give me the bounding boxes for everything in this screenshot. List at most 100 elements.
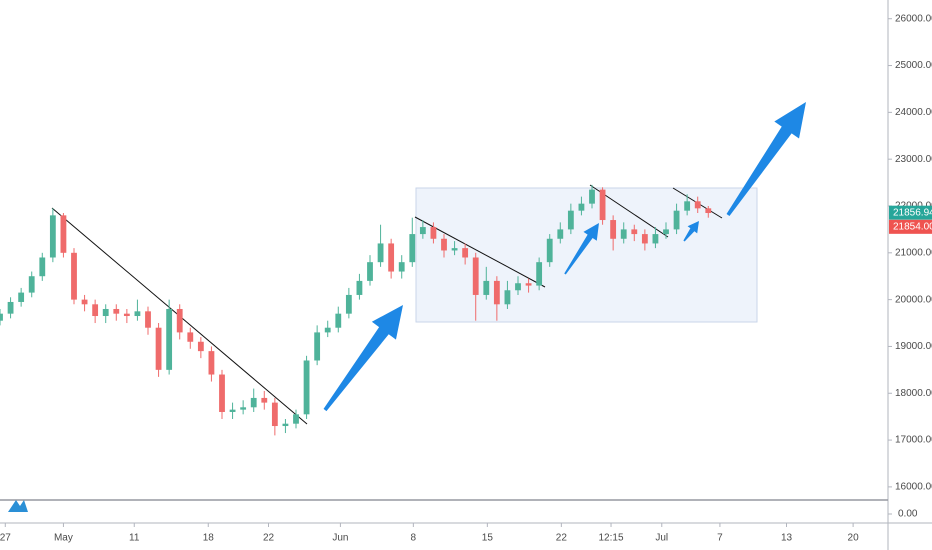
range-box[interactable]	[415, 187, 758, 323]
candle	[145, 306, 151, 335]
prev-price-label: 21854.00	[893, 221, 932, 232]
candle-body	[271, 402, 278, 427]
candle-body	[388, 243, 395, 272]
candle-body	[261, 397, 268, 403]
candle-body	[0, 313, 3, 321]
candle	[282, 419, 289, 434]
candle-body	[71, 252, 77, 300]
candle	[367, 255, 373, 286]
candle-body	[345, 294, 352, 314]
candle-body	[282, 423, 289, 427]
candle	[663, 222, 669, 239]
candle-body	[187, 332, 194, 342]
candle	[430, 222, 437, 244]
candle-body	[441, 238, 447, 251]
candle-body	[176, 308, 183, 333]
y-tick-label: 16000.00	[895, 482, 932, 493]
candle	[409, 217, 416, 267]
arrow[interactable]	[726, 102, 806, 217]
x-tick-label: 7	[717, 533, 723, 544]
candle	[451, 241, 458, 256]
x-tick-label: 22	[556, 533, 568, 544]
candle	[641, 229, 648, 251]
candle	[39, 252, 46, 281]
candle-body	[536, 262, 543, 286]
candle	[49, 208, 56, 263]
y-tick-label: 20000.00	[895, 294, 932, 305]
candle-body	[250, 397, 257, 408]
candle	[483, 266, 490, 300]
candle-body	[39, 257, 46, 277]
x-tick-label: 12:15	[599, 533, 624, 544]
candle	[134, 299, 141, 321]
candle	[240, 400, 247, 415]
candle-body	[145, 311, 151, 328]
candle	[345, 287, 352, 319]
logo-icon	[8, 500, 28, 512]
candle	[261, 390, 268, 410]
candle-body	[610, 220, 617, 239]
candle-body	[567, 210, 574, 230]
candle-body	[92, 304, 99, 317]
candle	[441, 234, 447, 258]
candle-body	[208, 351, 215, 375]
candle-body	[641, 234, 648, 244]
candle	[71, 248, 77, 305]
candle	[589, 184, 595, 209]
y-tick-label: 26000.00	[895, 13, 932, 24]
candle-body	[377, 243, 384, 263]
candle-body	[504, 290, 511, 305]
candle	[419, 220, 426, 239]
arrow[interactable]	[564, 223, 599, 275]
arrow[interactable]	[683, 221, 699, 242]
candle-body	[620, 229, 627, 239]
candle-body	[419, 227, 426, 235]
candle	[525, 278, 532, 293]
candle-body	[684, 201, 691, 211]
x-tick-label: 20	[848, 533, 860, 544]
candle-body	[324, 327, 331, 333]
trend-line[interactable]	[414, 216, 546, 288]
y-tick-label: 25000.00	[895, 60, 932, 71]
candle-body	[398, 262, 405, 272]
lower-pane-tick-label: 0.00	[898, 509, 918, 520]
candle	[705, 205, 712, 218]
candle-body	[483, 280, 490, 295]
last-price-label: 21856.94	[893, 207, 932, 218]
candle-body	[673, 210, 680, 230]
candle	[557, 222, 564, 244]
candle-body	[102, 308, 109, 317]
candle-body	[515, 283, 521, 291]
candle	[250, 388, 257, 412]
candle-body	[229, 409, 236, 412]
candle-body	[60, 215, 67, 253]
y-tick-label: 19000.00	[895, 341, 932, 352]
candle	[388, 238, 395, 279]
candle	[113, 304, 120, 321]
candle-body	[219, 374, 225, 412]
y-tick-label: 21000.00	[895, 247, 932, 258]
candle-body	[49, 215, 56, 258]
candle	[335, 306, 342, 333]
candle	[208, 346, 215, 382]
candle	[398, 255, 405, 279]
candle	[684, 194, 691, 216]
x-tick-label: 22	[263, 533, 275, 544]
candle	[197, 337, 204, 359]
x-tick-label: Jun	[332, 533, 348, 544]
candle	[92, 299, 99, 324]
y-tick-label: 17000.00	[895, 435, 932, 446]
candle-body	[451, 248, 458, 251]
arrow[interactable]	[323, 305, 403, 412]
candle	[694, 196, 701, 214]
x-tick-label: 8	[411, 533, 417, 544]
candle-body	[303, 360, 310, 415]
x-tick-label: Jul	[655, 533, 668, 544]
candle	[102, 304, 109, 324]
candle	[599, 187, 606, 225]
candle-body	[293, 414, 299, 424]
candle	[0, 308, 3, 326]
candle-body	[134, 311, 141, 317]
candle	[219, 369, 225, 420]
candle	[578, 196, 585, 216]
